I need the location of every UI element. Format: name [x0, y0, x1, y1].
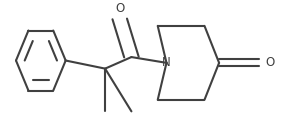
Text: O: O: [266, 56, 275, 69]
Text: O: O: [115, 2, 124, 15]
Text: N: N: [162, 56, 171, 69]
